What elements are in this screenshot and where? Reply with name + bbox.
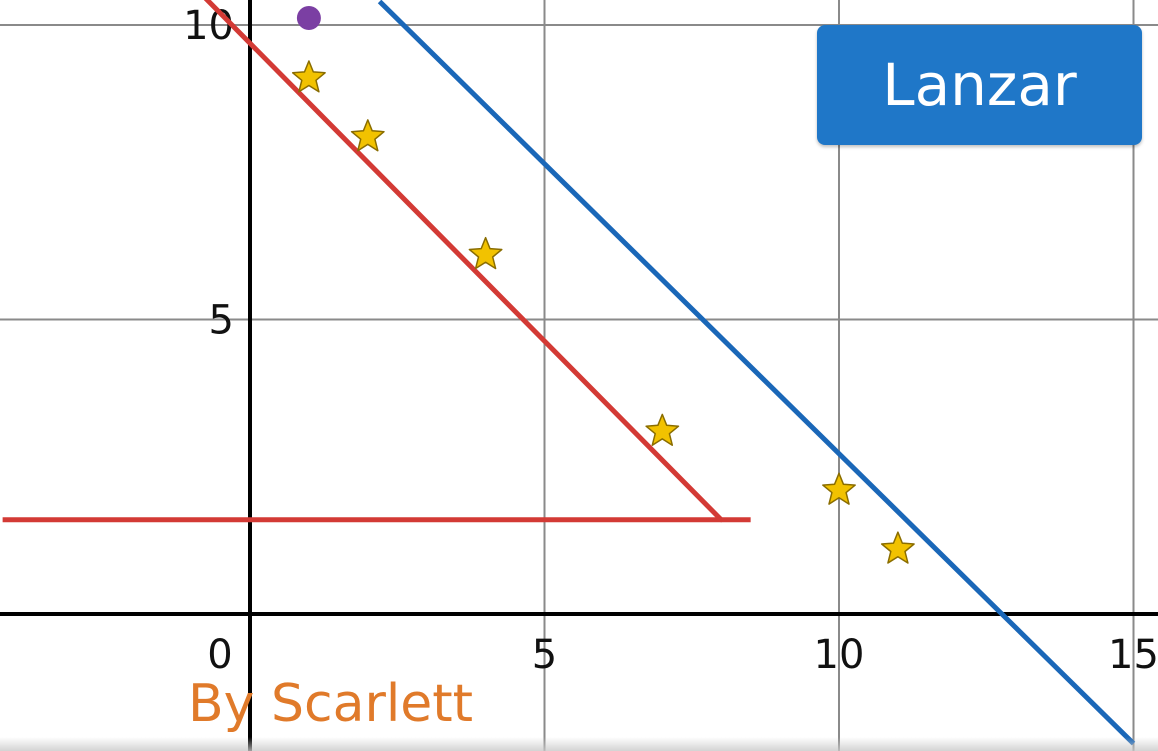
x-tick-label: 15	[1108, 632, 1158, 678]
star-marker[interactable]	[880, 531, 915, 564]
star-marker[interactable]	[291, 60, 326, 93]
blue-line	[377, 0, 1136, 746]
launch-button[interactable]: Lanzar	[817, 25, 1142, 145]
plot-marks[interactable]	[291, 6, 915, 564]
star-marker[interactable]	[822, 472, 856, 505]
star-marker[interactable]	[350, 119, 385, 152]
star-marker[interactable]	[468, 236, 503, 270]
x-tick-label: 5	[532, 632, 557, 678]
star-marker[interactable]	[645, 413, 680, 446]
purple-point[interactable]	[296, 6, 321, 30]
x-tick-label: 10	[814, 632, 865, 678]
y-tick-label: 10	[183, 3, 234, 49]
tick-labels: 0 5 10 15 5 10	[183, 3, 1158, 678]
plot-lines	[2, 0, 1136, 746]
author-watermark: By Scarlett	[188, 674, 474, 734]
x-tick-label: 0	[207, 632, 232, 678]
y-tick-label: 5	[209, 298, 234, 344]
red-diagonal-line	[203, 0, 724, 523]
